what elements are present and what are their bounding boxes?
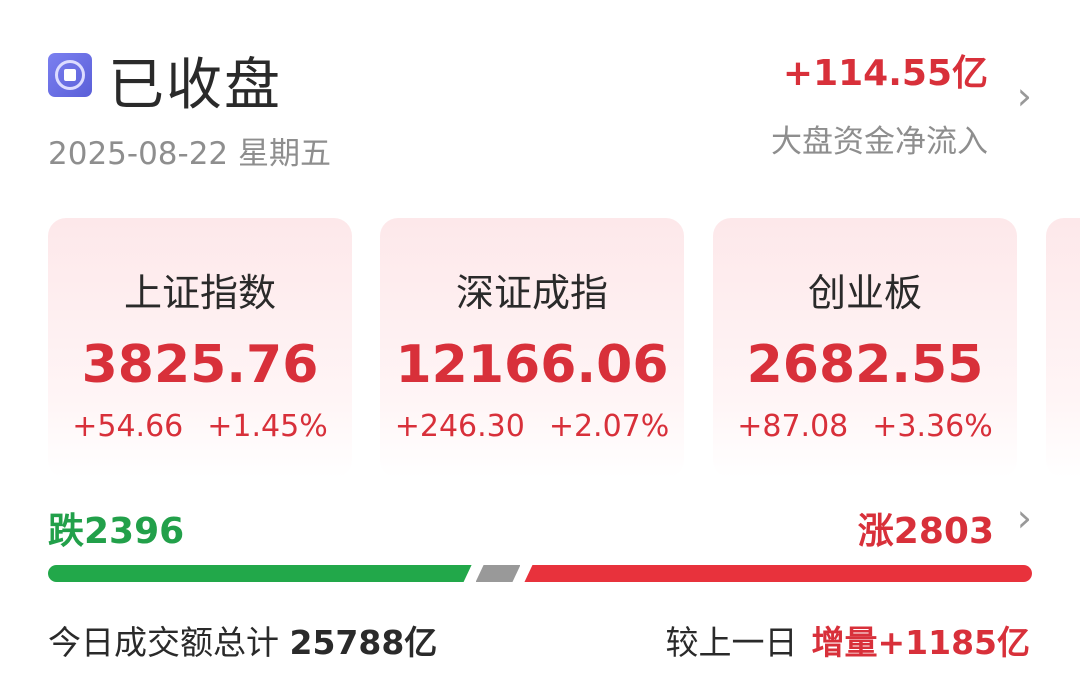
index-pct: +1.45% xyxy=(207,409,328,444)
decliners-count: 跌2396 xyxy=(48,511,185,552)
index-change: +87.08 xyxy=(737,409,849,444)
index-card-sh[interactable]: 上证指数 3825.76 +54.66 +1.45% xyxy=(48,218,352,478)
index-pct: +3.36% xyxy=(872,409,993,444)
net-inflow-value[interactable]: +114.55亿 xyxy=(782,53,988,94)
chevron-right-icon[interactable]: › xyxy=(1016,74,1032,118)
turnover-value: 25788亿 xyxy=(289,623,438,662)
index-name: 深证成指 xyxy=(455,271,608,315)
index-price: 3825.76 xyxy=(81,335,319,395)
index-name: 创业板 xyxy=(807,271,922,315)
trade-date: 2025-08-22 星期五 xyxy=(48,136,332,172)
index-change: +54.66 xyxy=(72,409,184,444)
breadth-up-segment xyxy=(524,565,1032,582)
compare-label: 较上一日 xyxy=(665,623,798,662)
turnover-compare: 较上一日 增量+1185亿 xyxy=(666,616,1031,664)
breadth-down-segment xyxy=(48,565,472,582)
breadth-flat-segment xyxy=(476,565,521,582)
index-name: 上证指数 xyxy=(123,271,276,315)
market-status: 已收盘 xyxy=(108,53,282,118)
index-pct: +2.07% xyxy=(548,409,670,444)
market-closed-icon xyxy=(48,53,92,97)
turnover: 今日成交额总计 25788亿 xyxy=(48,616,437,664)
breadth-bar xyxy=(48,565,1032,582)
index-change: +246.30 xyxy=(394,409,525,444)
compare-value: 增量+1185亿 xyxy=(811,623,1031,662)
net-inflow-label[interactable]: 大盘资金净流入 xyxy=(771,124,988,160)
index-card-cyb[interactable]: 创业板 2682.55 +87.08 +3.36% xyxy=(713,218,1017,478)
index-card-next[interactable] xyxy=(1046,218,1080,478)
advancers-count[interactable]: 涨2803 xyxy=(857,511,994,552)
index-card-sz[interactable]: 深证成指 12166.06 +246.30 +2.07% xyxy=(380,218,684,478)
turnover-label: 今日成交额总计 xyxy=(48,623,279,662)
index-price: 2682.55 xyxy=(746,335,984,395)
chevron-right-icon[interactable]: › xyxy=(1016,496,1032,540)
index-price: 12166.06 xyxy=(395,335,669,395)
